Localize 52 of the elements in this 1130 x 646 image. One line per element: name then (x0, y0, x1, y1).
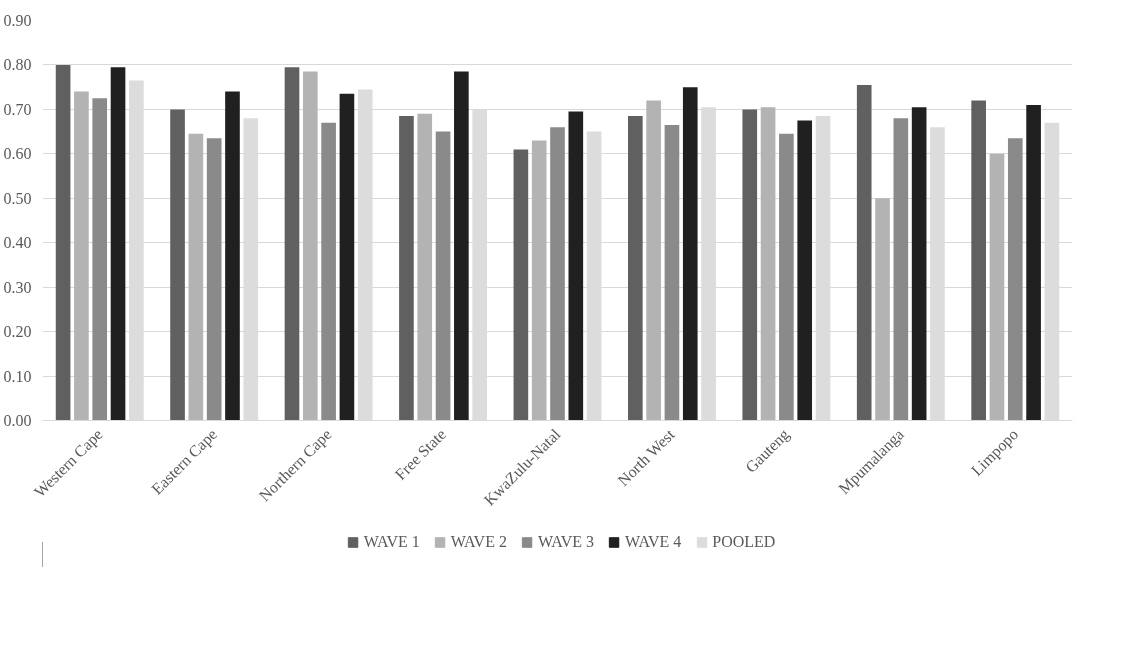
bar (513, 149, 529, 421)
y-tick-label: 0.60 (3, 145, 32, 163)
bar (74, 91, 89, 421)
bar (531, 140, 547, 421)
bar (92, 98, 108, 421)
bar (911, 107, 927, 421)
bar (797, 120, 813, 421)
bar (664, 124, 680, 421)
y-tick-label: 0.00 (3, 412, 32, 429)
bar (856, 84, 872, 421)
bar (399, 116, 414, 421)
x-tick-label: Free State (391, 425, 450, 484)
bar (435, 131, 451, 421)
bar (302, 71, 318, 421)
bar (646, 100, 661, 421)
bar (110, 67, 126, 421)
bar (339, 93, 355, 421)
y-tick-label: 0.10 (3, 367, 32, 385)
bar (550, 127, 565, 421)
bar (875, 198, 890, 421)
bar (1007, 138, 1023, 421)
y-tick-label: 0.90 (3, 12, 32, 29)
bar (682, 87, 698, 421)
y-tick-label: 0.30 (3, 278, 32, 296)
bar (417, 113, 433, 421)
bar (742, 109, 758, 421)
bar (760, 107, 776, 421)
bar (971, 100, 986, 421)
y-tick-label: 0.40 (3, 234, 32, 252)
legend-label: WAVE 4 (625, 533, 682, 551)
bar (989, 153, 1005, 421)
y-tick-label: 0.80 (3, 56, 32, 74)
bar (454, 71, 469, 421)
bar (779, 133, 794, 421)
y-tick-label: 0.50 (3, 189, 32, 207)
bar (188, 133, 204, 421)
bar (206, 138, 222, 421)
bar (568, 111, 584, 421)
bar (628, 116, 643, 421)
y-tick-label: 0.20 (3, 323, 32, 341)
y-tick-label: 0.70 (3, 100, 32, 118)
bar (284, 67, 300, 421)
legend-label: WAVE 3 (537, 533, 595, 551)
bar (321, 122, 336, 421)
legend-label: WAVE 1 (363, 533, 420, 551)
legend-label: WAVE 2 (450, 533, 507, 551)
bar (170, 109, 185, 421)
bar (225, 91, 240, 421)
bar (55, 64, 71, 421)
bar (1026, 104, 1041, 421)
legend-label: POOLED (712, 533, 776, 551)
bar (893, 118, 909, 421)
